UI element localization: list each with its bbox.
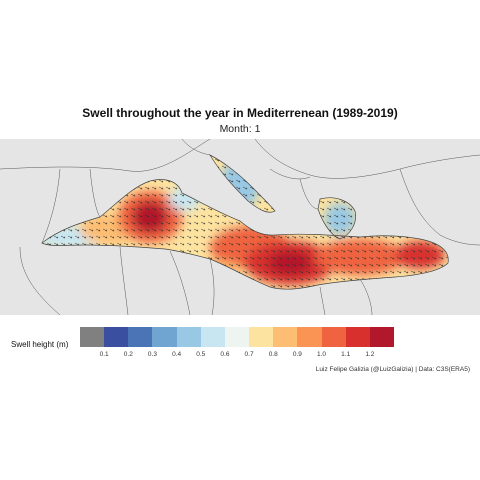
legend-swatch — [80, 327, 105, 347]
map-subtitle: Month: 1 — [219, 123, 261, 135]
legend-swatch — [369, 327, 395, 347]
legend-tick-label: 0.1 — [99, 351, 109, 358]
legend-swatch — [152, 327, 177, 347]
legend-title: Swell height (m) — [11, 340, 69, 349]
legend-tick-label: 0.6 — [220, 351, 230, 358]
legend-tick-label: 1.1 — [341, 351, 351, 358]
legend-tick-label: 0.5 — [196, 351, 206, 358]
legend-tick-label: 0.3 — [147, 351, 157, 358]
legend-tick-label: 1.2 — [365, 351, 375, 358]
legend-tick-label: 0.7 — [244, 351, 254, 358]
legend-swatch — [273, 327, 298, 347]
legend-tick-label: 1.0 — [317, 351, 327, 358]
country-borders — [0, 139, 480, 315]
scale-ticks: 0.1 0.2 0.3 0.4 0.5 0.6 0.7 0.8 0.9 1.0 1.1 1.2 — [80, 351, 394, 361]
legend-tick-label: 0.4 — [172, 351, 182, 358]
legend-swatch — [128, 327, 153, 347]
swell-map — [0, 139, 480, 315]
legend-swatch — [104, 327, 129, 347]
coastline — [41, 154, 449, 290]
legend-swatch — [345, 327, 370, 347]
legend-swatch — [176, 327, 201, 347]
legend-swatch — [249, 327, 274, 347]
legend-tick-label: 0.8 — [268, 351, 278, 358]
color-scale — [80, 327, 395, 347]
data-credit: Luiz Felipe Galizia (@LuizGalizia) | Dat… — [315, 366, 470, 373]
map-title: Swell throughout the year in Mediterrene… — [82, 106, 398, 120]
legend-swatch — [297, 327, 322, 347]
legend-tick-label: 0.2 — [123, 351, 133, 358]
legend-swatch — [321, 327, 346, 347]
legend-tick-label: 0.9 — [292, 351, 302, 358]
legend-swatch — [224, 327, 250, 347]
legend-swatch — [200, 327, 225, 347]
